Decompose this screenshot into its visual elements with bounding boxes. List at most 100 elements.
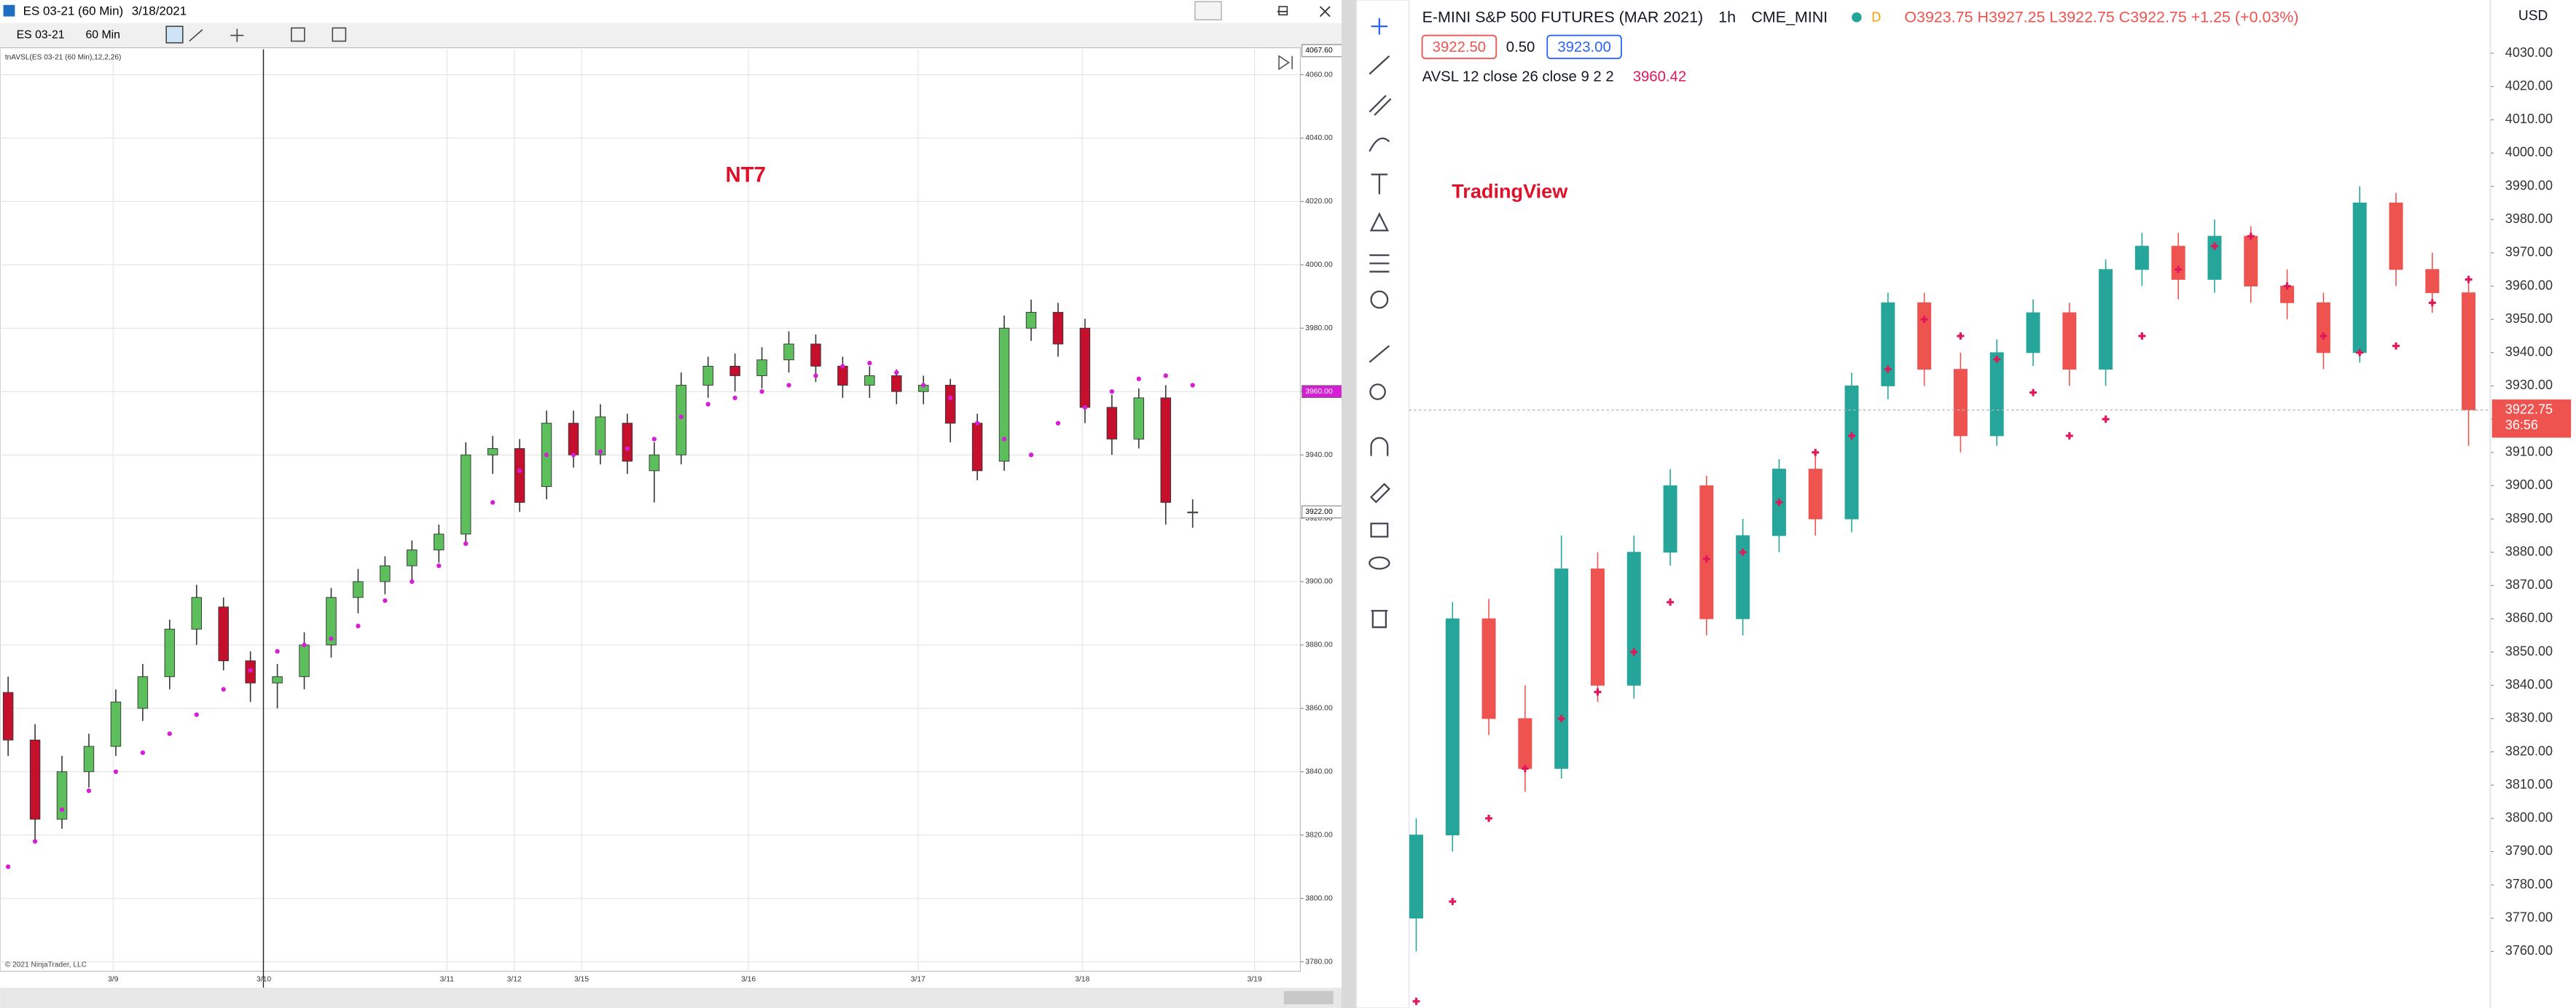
- candle-body: [1025, 312, 1037, 329]
- x-tick-label: 3/17: [911, 976, 925, 984]
- avsl-point: [194, 712, 199, 717]
- toolbar-interval[interactable]: 60 Min: [86, 29, 120, 42]
- candle-body: [998, 327, 1010, 462]
- avsl-point: [410, 579, 415, 585]
- scroll-end-button[interactable]: [1278, 55, 1293, 71]
- avsl-point: [571, 452, 576, 458]
- chart-annotation: NT7: [726, 163, 766, 187]
- trash-icon[interactable]: [1371, 609, 1388, 628]
- eye-icon[interactable]: [1369, 556, 1390, 570]
- y-tick-label: 4000.00: [1305, 261, 1333, 269]
- stay-drawing-icon[interactable]: [1369, 482, 1391, 504]
- avsl-point: [1739, 548, 1747, 556]
- brush-icon[interactable]: [1369, 137, 1390, 152]
- y-tick-label: 3820.00: [1305, 831, 1333, 839]
- y-tick-label: 3800.00: [2505, 810, 2553, 825]
- candle-body: [622, 423, 633, 462]
- link-button[interactable]: [1194, 1, 1222, 20]
- emoji-icon[interactable]: [1370, 290, 1389, 309]
- trendline-icon[interactable]: [1369, 55, 1390, 75]
- avsl-point: [329, 636, 334, 641]
- candle-body: [2099, 269, 2113, 370]
- candle-body: [944, 385, 956, 424]
- candle-body: [2244, 235, 2258, 286]
- avsl-point: [2138, 332, 2146, 340]
- avsl-point: [705, 402, 710, 407]
- avsl-point: [113, 769, 119, 774]
- maximize-button[interactable]: [1278, 6, 1288, 16]
- scrollbar[interactable]: [0, 988, 1348, 1008]
- line-tool[interactable]: [189, 29, 203, 42]
- avsl-point: [759, 389, 764, 394]
- avsl-point: [948, 395, 953, 401]
- pattern-icon[interactable]: [1369, 212, 1389, 232]
- sell-box[interactable]: [1421, 34, 1498, 60]
- avsl-point: [1190, 383, 1195, 388]
- prediction-icon[interactable]: [1369, 254, 1390, 273]
- avsl-point: [921, 383, 926, 388]
- title-bar: [0, 0, 1348, 23]
- avsl-point: [248, 668, 253, 673]
- close-button[interactable]: [1319, 6, 1331, 17]
- avsl-point: [302, 642, 307, 648]
- properties-tool[interactable]: [291, 27, 305, 42]
- buy-box[interactable]: [1546, 34, 1622, 60]
- crosshair-icon[interactable]: [1371, 17, 1388, 35]
- magnet-icon[interactable]: [1370, 437, 1389, 456]
- candle-body: [380, 565, 391, 582]
- y-tick-label: 3890.00: [2505, 511, 2553, 526]
- ruler-icon[interactable]: [1369, 345, 1390, 363]
- avsl-point: [1163, 373, 1168, 378]
- candle-body: [460, 454, 471, 535]
- avsl-point: [463, 541, 469, 546]
- lock-icon[interactable]: [1370, 523, 1389, 538]
- avsl-point: [2211, 242, 2218, 250]
- avsl-point: [732, 395, 737, 401]
- y-tick-label: 3850.00: [2505, 644, 2553, 658]
- scroll-thumb[interactable]: [1283, 991, 1334, 1004]
- y-tick-label: 3840.00: [1305, 768, 1333, 776]
- avsl-point: [1920, 316, 1928, 324]
- y-tick-label: 3880.00: [2505, 544, 2553, 558]
- y-tick-label: 4010.00: [2505, 112, 2553, 126]
- candle-body: [1445, 618, 1460, 836]
- y-tick-label: 3900.00: [2505, 477, 2553, 492]
- avsl-point: [1136, 376, 1141, 381]
- avsl-point: [2283, 282, 2291, 290]
- tv-toolbar: [1355, 0, 1410, 1008]
- data-box-tool[interactable]: [332, 27, 347, 42]
- avsl-point: [1055, 421, 1061, 426]
- avsl-point: [1812, 448, 1820, 456]
- spread: 0.50: [1506, 39, 1535, 55]
- candle-body: [702, 365, 713, 386]
- crosshair-tool[interactable]: [230, 28, 244, 42]
- price-marker-label: 3960.00: [1305, 388, 1333, 396]
- tv-exchange: CME_MINI: [1751, 9, 1828, 26]
- x-tick-label: 3/10: [257, 976, 271, 984]
- candle-body: [1079, 327, 1091, 408]
- avsl-point: [1957, 332, 1965, 340]
- candle-body: [514, 448, 525, 503]
- text-icon[interactable]: [1371, 173, 1388, 195]
- avsl-point: [1702, 555, 1710, 563]
- avsl-point: [2356, 348, 2364, 356]
- zoom-icon[interactable]: [1369, 383, 1386, 400]
- toolbar-symbol[interactable]: ES 03-21: [17, 29, 65, 42]
- avsl-point: [2247, 233, 2255, 241]
- candle-body: [1409, 835, 1423, 919]
- sell-price[interactable]: 3922.50: [1433, 39, 1486, 55]
- candle-body: [1590, 569, 1605, 686]
- tv-chart: 3760.00 3770.00 3780.00 3790.00 3800.00 3810.…: [1409, 45, 2572, 1005]
- currency[interactable]: USD: [2518, 9, 2548, 24]
- y-tick-label: 3830.00: [2505, 711, 2553, 725]
- candle-body: [810, 343, 821, 367]
- buy-price[interactable]: 3923.00: [1557, 39, 1610, 55]
- y-tick-label: 3880.00: [1305, 641, 1333, 649]
- avsl-point: [275, 649, 280, 654]
- candle-body: [29, 739, 41, 820]
- fib-icon[interactable]: [1369, 95, 1392, 116]
- candle-body: [137, 676, 149, 709]
- candle-body: [2171, 246, 2185, 280]
- draw-tool[interactable]: [165, 26, 184, 44]
- candle-body: [272, 676, 283, 684]
